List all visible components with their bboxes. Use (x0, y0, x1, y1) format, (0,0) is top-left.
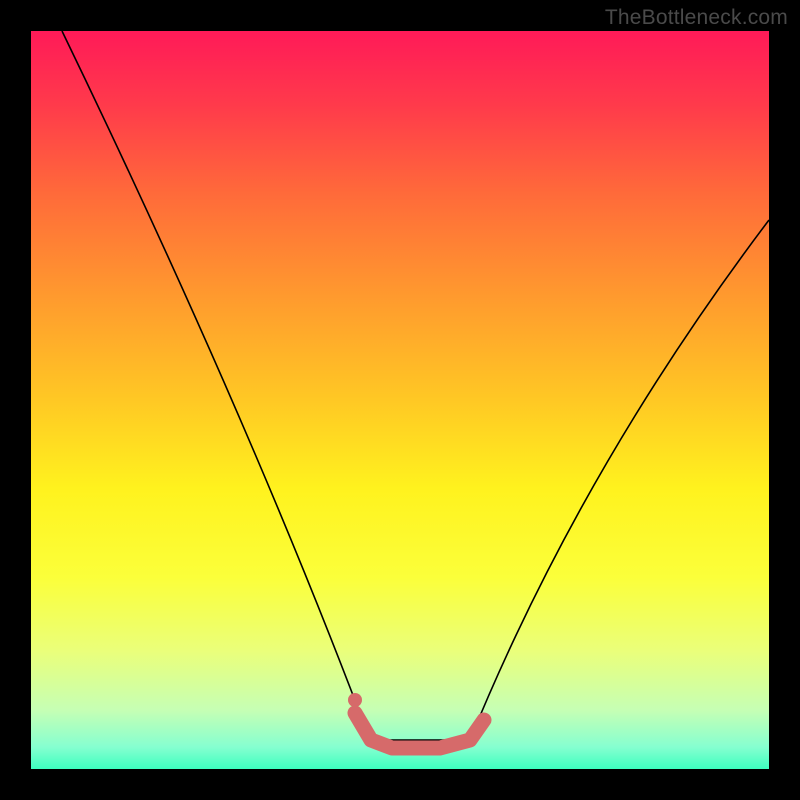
plot-gradient-area (31, 31, 769, 769)
trough-start-dot (348, 693, 362, 707)
bottleneck-curve-chart (0, 0, 800, 800)
chart-root: TheBottleneck.com (0, 0, 800, 800)
watermark-text: TheBottleneck.com (605, 6, 788, 30)
